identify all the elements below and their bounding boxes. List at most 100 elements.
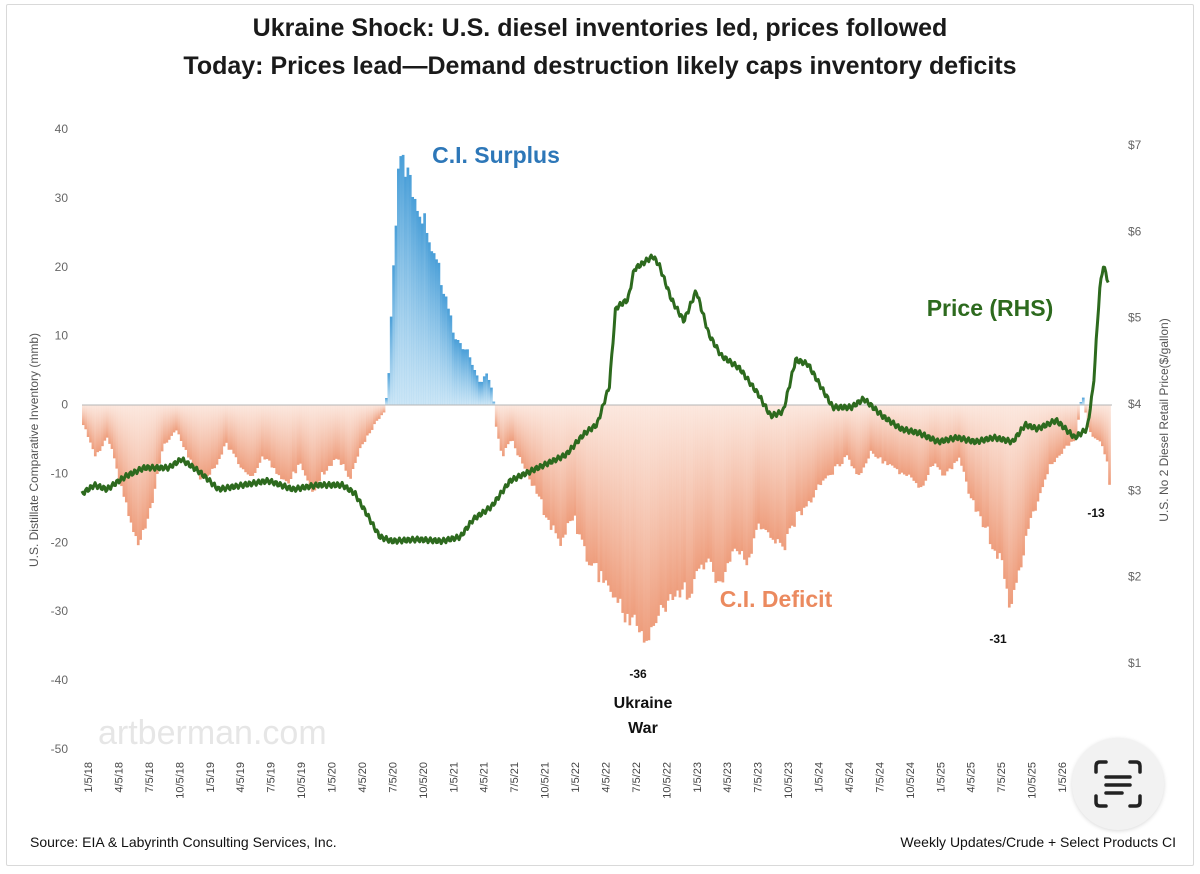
deficit-bar bbox=[96, 404, 100, 453]
deficit-bar bbox=[766, 404, 770, 533]
surplus-bar bbox=[451, 332, 455, 405]
deficit-bar bbox=[103, 404, 107, 441]
deficit-bar bbox=[124, 404, 128, 503]
deficit-bar bbox=[234, 404, 238, 458]
deficit-bar bbox=[623, 404, 627, 623]
x-tick-label: 4/5/19 bbox=[235, 762, 247, 793]
deficit-bar bbox=[115, 404, 119, 469]
deficit-bar bbox=[1034, 404, 1037, 511]
deficit-bar bbox=[1019, 404, 1023, 568]
deficit-bar bbox=[592, 404, 596, 564]
deficit-bar bbox=[1108, 404, 1111, 485]
surplus-bar bbox=[406, 167, 410, 405]
price-line bbox=[80, 253, 1110, 546]
deficit-bar bbox=[917, 404, 920, 488]
deficit-bar bbox=[1055, 404, 1059, 458]
left-tick-label: -30 bbox=[51, 604, 69, 618]
deficit-bar bbox=[745, 404, 749, 566]
deficit-bar bbox=[377, 404, 381, 419]
deficit-bar bbox=[638, 404, 641, 633]
right-tick-label: $2 bbox=[1128, 570, 1142, 584]
deficit-bar bbox=[373, 404, 376, 425]
deficit-bar bbox=[237, 404, 240, 465]
lens-button[interactable] bbox=[1072, 738, 1164, 830]
deficit-bar bbox=[1067, 404, 1071, 446]
deficit-bar bbox=[922, 404, 925, 486]
deficit-bar bbox=[303, 404, 307, 476]
deficit-bar bbox=[805, 404, 808, 507]
deficit-bar bbox=[845, 404, 849, 456]
deficit-bar bbox=[358, 404, 362, 449]
deficit-bar bbox=[210, 404, 214, 469]
deficit-bar bbox=[986, 404, 990, 527]
deficit-bar bbox=[256, 404, 259, 468]
deficit-bar bbox=[898, 404, 901, 475]
deficit-bar bbox=[740, 404, 744, 552]
deficit-bar bbox=[1017, 404, 1021, 571]
deficit-bar bbox=[645, 404, 648, 641]
deficit-bar bbox=[1070, 404, 1073, 442]
deficit-bar bbox=[797, 404, 801, 512]
deficit-bar bbox=[504, 404, 508, 448]
surplus-bar bbox=[428, 242, 431, 405]
deficit-bar bbox=[268, 404, 271, 461]
surplus-bar bbox=[461, 349, 465, 405]
deficit-bar bbox=[241, 404, 245, 470]
deficit-bar bbox=[714, 404, 718, 583]
deficit-bar bbox=[578, 404, 582, 535]
deficit-bar bbox=[762, 404, 765, 529]
deficit-bar bbox=[893, 404, 897, 468]
surplus-bar bbox=[385, 397, 388, 405]
deficit-bar bbox=[871, 404, 875, 454]
surplus-bar bbox=[437, 262, 441, 405]
left-tick-label: 20 bbox=[55, 260, 69, 274]
deficit-bar bbox=[1089, 404, 1092, 433]
deficit-bar bbox=[184, 404, 188, 450]
x-tick-label: 10/5/25 bbox=[1027, 762, 1039, 799]
deficit-bar bbox=[523, 404, 527, 469]
deficit-bar bbox=[98, 404, 102, 451]
deficit-bar bbox=[712, 404, 715, 572]
deficit-bar bbox=[757, 404, 761, 524]
deficit-bar bbox=[191, 404, 195, 467]
deficit-bar bbox=[208, 404, 212, 475]
deficit-bar bbox=[750, 404, 753, 554]
deficit-bar bbox=[127, 404, 131, 517]
deficit-bar bbox=[647, 404, 651, 641]
deficit-bar bbox=[270, 404, 274, 468]
min-label-2025: -31 bbox=[989, 632, 1007, 646]
surplus-bar bbox=[418, 216, 422, 405]
deficit-bar bbox=[609, 404, 613, 592]
deficit-bar bbox=[225, 404, 228, 443]
deficit-bar bbox=[323, 404, 326, 475]
deficit-bar bbox=[573, 404, 577, 516]
surplus-bar bbox=[1081, 397, 1085, 405]
deficit-bar bbox=[883, 404, 887, 462]
deficit-bar bbox=[1005, 404, 1009, 589]
x-tick-label: 4/5/23 bbox=[722, 762, 734, 793]
deficit-bar bbox=[182, 404, 185, 448]
surplus-bar bbox=[449, 315, 453, 405]
deficit-bar bbox=[862, 404, 866, 468]
right-axis: $7 $6 $5 $4 $3 $2 $1 bbox=[1128, 138, 1142, 670]
deficit-bar bbox=[907, 404, 911, 475]
deficit-bar bbox=[1038, 404, 1042, 494]
deficit-bar bbox=[1043, 404, 1047, 480]
price-series-line bbox=[80, 253, 1110, 546]
deficit-bar bbox=[661, 404, 665, 608]
deficit-bar bbox=[179, 404, 183, 441]
deficit-bar bbox=[258, 404, 262, 463]
deficit-bar bbox=[277, 404, 281, 476]
deficit-bar bbox=[664, 404, 667, 612]
left-tick-label: 10 bbox=[55, 329, 69, 343]
deficit-bar bbox=[790, 404, 794, 526]
deficit-bar bbox=[754, 404, 758, 530]
deficit-bar bbox=[776, 404, 780, 540]
deficit-bar bbox=[902, 404, 906, 475]
deficit-bar bbox=[282, 404, 286, 480]
deficit-bar bbox=[659, 404, 663, 605]
deficit-bar bbox=[146, 404, 150, 519]
surplus-bar bbox=[490, 387, 493, 405]
deficit-bar bbox=[876, 404, 880, 459]
deficit-bar bbox=[502, 404, 505, 457]
